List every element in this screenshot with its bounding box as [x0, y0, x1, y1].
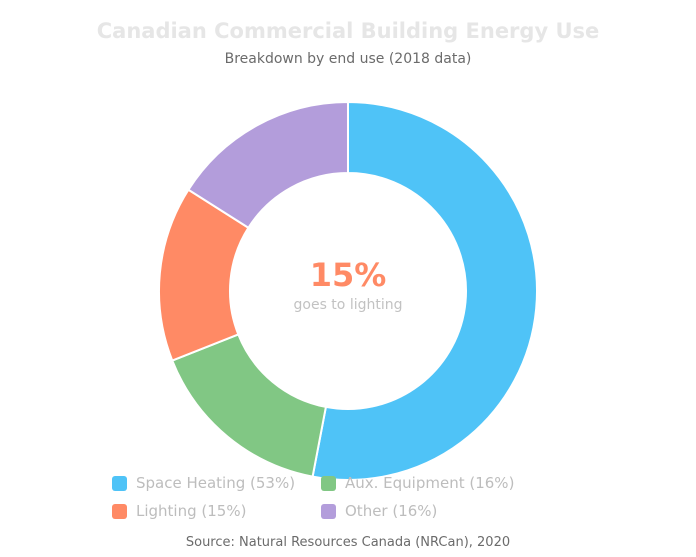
legend-item-lighting[interactable]: Lighting (15%)	[112, 502, 246, 520]
center-label: goes to lighting	[294, 297, 403, 313]
donut-slice-space-heating[interactable]	[311, 100, 539, 481]
legend-swatch-lighting	[112, 503, 127, 519]
donut-slice-aux-equipment[interactable]	[170, 333, 328, 478]
legend-label-other: Other (16%)	[345, 502, 438, 520]
legend-item-space-heating[interactable]: Space Heating (53%)	[112, 474, 295, 492]
chart-subtitle: Breakdown by end use (2018 data)	[224, 51, 472, 67]
center-value: 15%	[310, 256, 387, 294]
legend-item-other[interactable]: Other (16%)	[321, 502, 437, 520]
legend-swatch-space-heating	[112, 475, 127, 491]
legend-label-lighting: Lighting (15%)	[136, 502, 247, 520]
legend-swatch-aux-equipment	[321, 475, 336, 491]
source-note: Source: Natural Resources Canada (NRCan)…	[185, 535, 511, 550]
legend-label-space-heating: Space Heating (53%)	[136, 474, 296, 492]
donut-slice-other[interactable]	[187, 100, 349, 230]
legend-swatch-other	[321, 503, 336, 519]
legend-label-aux-equipment: Aux. Equipment (16%)	[345, 474, 515, 492]
legend-item-aux-equipment[interactable]: Aux. Equipment (16%)	[321, 474, 514, 492]
chart-title: Canadian Commercial Building Energy Use	[96, 19, 600, 43]
